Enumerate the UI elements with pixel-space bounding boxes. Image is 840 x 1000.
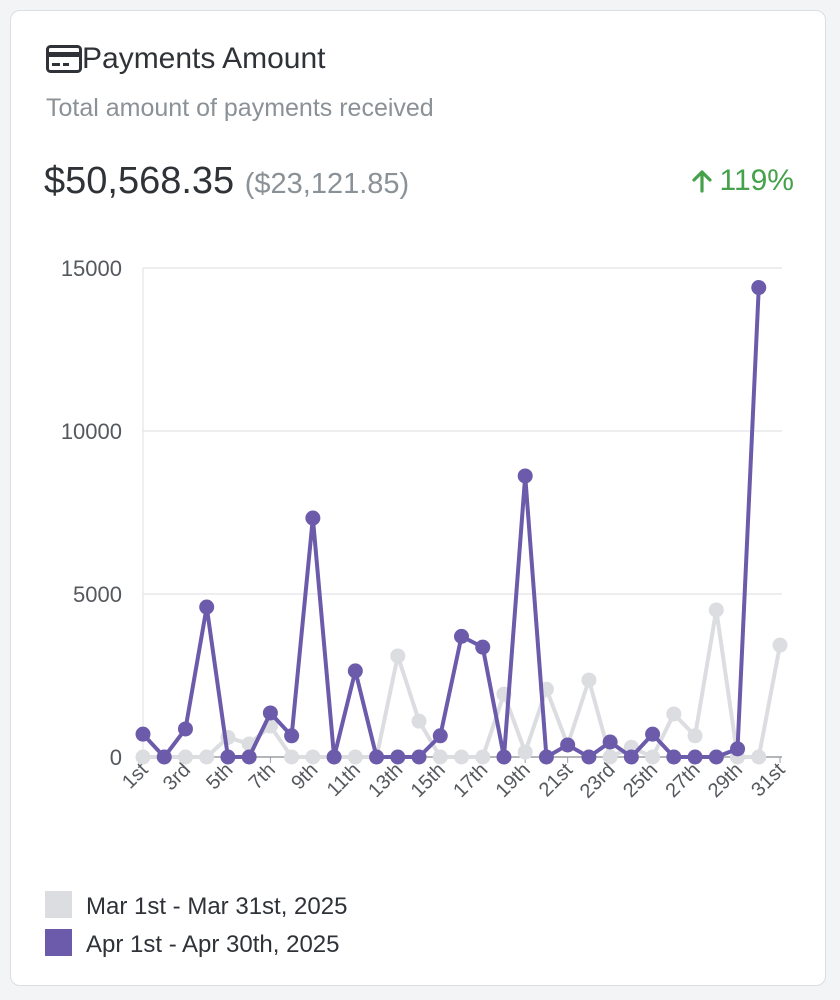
data-point (305, 510, 321, 526)
legend-label: Apr 1st - Apr 30th, 2025 (86, 931, 340, 958)
card (10, 10, 826, 986)
data-point (284, 728, 300, 744)
data-point (475, 749, 491, 765)
data-point (623, 749, 639, 765)
data-point (666, 749, 682, 765)
x-tick-label: 11th (323, 759, 365, 801)
data-point (751, 280, 767, 296)
data-point (708, 602, 724, 618)
y-tick-label: 0 (110, 745, 122, 770)
data-point (581, 672, 597, 688)
card-icon (46, 45, 82, 73)
data-point (645, 749, 661, 765)
data-point (241, 749, 257, 765)
x-tick-label: 17th (449, 759, 492, 802)
data-point (687, 749, 703, 765)
data-point (602, 749, 618, 765)
data-point (326, 749, 342, 765)
change: 119% (691, 164, 794, 198)
data-point (411, 713, 427, 729)
x-tick-label: 1st (118, 759, 153, 794)
data-point (560, 737, 576, 753)
data-point (135, 749, 151, 765)
data-point (730, 741, 746, 757)
data-point (517, 744, 533, 760)
series-line (141, 287, 761, 759)
data-point (538, 749, 554, 765)
data-point (262, 705, 278, 721)
data-point (602, 734, 618, 750)
x-tick-label: 25th (619, 759, 662, 802)
x-tick-label: 15th (407, 759, 450, 802)
x-tick-label: 31st (747, 759, 790, 802)
data-point (708, 749, 724, 765)
data-point (199, 599, 215, 615)
data-point (496, 749, 512, 765)
data-point (751, 749, 767, 765)
data-point (390, 749, 406, 765)
data-point (369, 749, 385, 765)
x-tick-label: 13th (364, 759, 407, 802)
data-point (177, 721, 193, 737)
data-point (454, 749, 469, 765)
current-amount: $50,568.35 (44, 160, 235, 202)
data-point (347, 749, 363, 765)
y-tick-label: 15000 (61, 256, 122, 281)
data-point (411, 749, 427, 765)
card-title: Payments Amount (82, 42, 326, 75)
previous-amount: ($23,121.85) (244, 168, 410, 200)
data-point (135, 726, 151, 742)
data-point (581, 749, 597, 765)
x-tick-label: 23rd (576, 759, 620, 803)
total-amount: $50,568.35 ($23,121.85) (44, 160, 409, 203)
data-point (347, 663, 363, 679)
up-arrow (692, 170, 713, 193)
data-point (177, 749, 193, 765)
data-point (220, 749, 236, 765)
card-subtitle: Total amount of payments received (46, 94, 434, 122)
data-point (475, 639, 491, 655)
data-point (454, 628, 469, 644)
x-tick-label: 27th (662, 759, 705, 802)
x-tick-label: 29th (704, 759, 747, 802)
y-tick-label: 5000 (73, 582, 122, 607)
data-point (687, 728, 703, 744)
data-point (305, 749, 321, 765)
data-point (517, 468, 533, 484)
y-tick-label: 10000 (61, 419, 122, 444)
x-tick-label: 21st (535, 759, 578, 802)
data-point (284, 749, 300, 765)
data-point (772, 637, 788, 653)
data-point (199, 749, 215, 765)
data-point (432, 749, 448, 765)
legend-swatch (45, 891, 72, 918)
legend-swatch (45, 929, 72, 956)
data-point (666, 706, 682, 722)
data-point (432, 728, 448, 744)
change-percent: 119% (719, 164, 794, 197)
data-point (156, 749, 172, 765)
legend-label: Mar 1st - Mar 31st, 2025 (86, 893, 347, 920)
x-tick-label: 19th (492, 759, 535, 802)
data-point (645, 726, 661, 742)
data-point (390, 648, 406, 664)
